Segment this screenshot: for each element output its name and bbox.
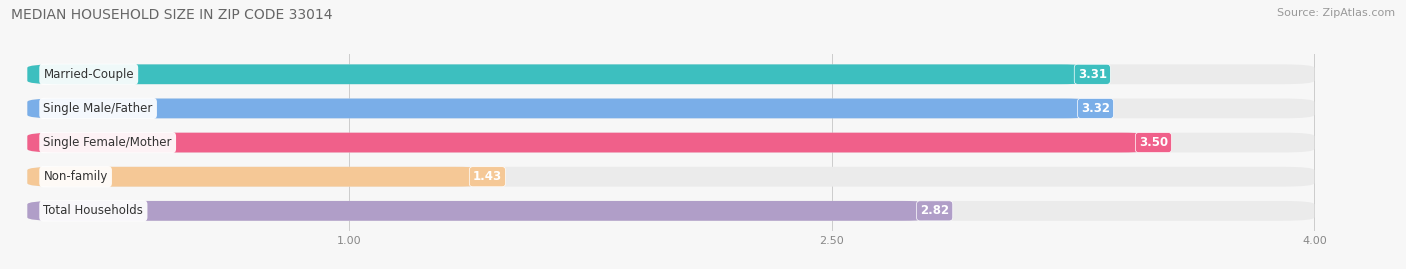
Text: Single Female/Mother: Single Female/Mother [44, 136, 172, 149]
Text: Non-family: Non-family [44, 170, 108, 183]
FancyBboxPatch shape [27, 64, 1315, 84]
FancyBboxPatch shape [27, 201, 935, 221]
FancyBboxPatch shape [27, 98, 1095, 118]
Text: Married-Couple: Married-Couple [44, 68, 134, 81]
FancyBboxPatch shape [27, 133, 1153, 153]
FancyBboxPatch shape [27, 167, 488, 187]
Text: MEDIAN HOUSEHOLD SIZE IN ZIP CODE 33014: MEDIAN HOUSEHOLD SIZE IN ZIP CODE 33014 [11, 8, 333, 22]
Text: 2.82: 2.82 [920, 204, 949, 217]
FancyBboxPatch shape [27, 64, 1092, 84]
FancyBboxPatch shape [27, 201, 1315, 221]
Text: 1.43: 1.43 [472, 170, 502, 183]
Text: Source: ZipAtlas.com: Source: ZipAtlas.com [1277, 8, 1395, 18]
Text: 3.31: 3.31 [1078, 68, 1107, 81]
FancyBboxPatch shape [27, 167, 1315, 187]
FancyBboxPatch shape [27, 98, 1315, 118]
Text: 3.32: 3.32 [1081, 102, 1109, 115]
Text: Single Male/Father: Single Male/Father [44, 102, 153, 115]
Text: Total Households: Total Households [44, 204, 143, 217]
FancyBboxPatch shape [27, 133, 1315, 153]
Text: 3.50: 3.50 [1139, 136, 1168, 149]
